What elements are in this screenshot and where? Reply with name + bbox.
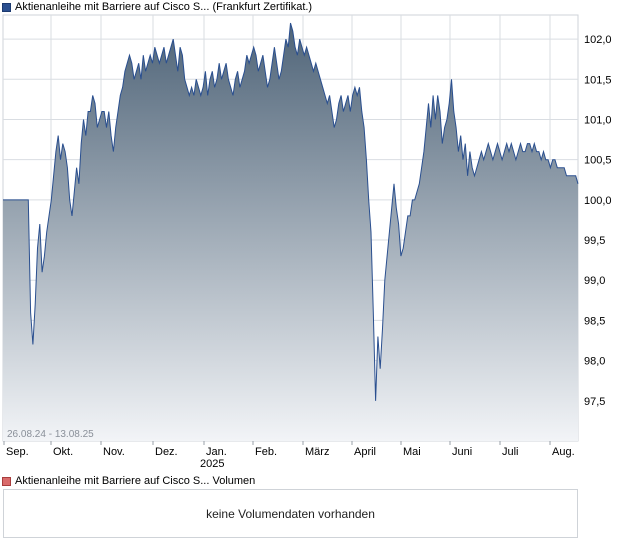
x-tick-label: Juli [502,446,519,458]
y-tick-label: 98,5 [584,315,605,327]
x-tick-label: Dez. [155,446,178,458]
y-tick-label: 98,0 [584,356,605,368]
x-tick-label: Jan. [206,446,227,458]
x-tick-label: März [305,446,329,458]
price-area-fill [3,23,578,441]
x-year-label: 2025 [200,458,224,470]
y-tick-label: 97,5 [584,396,605,408]
price-legend: Aktienanleihe mit Barriere auf Cisco S..… [2,0,312,14]
y-tick-label: 99,5 [584,235,605,247]
y-tick-label: 102,0 [584,34,612,46]
volume-legend-label: Aktienanleihe mit Barriere auf Cisco S..… [15,475,256,487]
x-tick-label: Mai [403,446,421,458]
y-tick-label: 99,0 [584,275,605,287]
y-tick-label: 100,5 [584,155,612,167]
x-tick-label: Okt. [53,446,73,458]
x-tick-label: Juni [452,446,472,458]
x-tick-label: Aug. [552,446,575,458]
date-range-label: 26.08.24 - 13.08.25 [7,429,94,440]
y-tick-label: 100,0 [584,195,612,207]
x-tick-label: Feb. [255,446,277,458]
no-volume-message: keine Volumendaten vorhanden [206,506,375,521]
price-series-line [3,22,579,401]
x-tick-label: Nov. [103,446,125,458]
price-legend-label: Aktienanleihe mit Barriere auf Cisco S..… [15,1,313,13]
y-tick-label: 101,5 [584,74,612,86]
x-tick-label: April [354,446,376,458]
volume-series-swatch [2,476,11,486]
x-tick-label: Sep. [6,446,29,458]
price-chart: 97,5 98,0 98,5 99,0 99,5 100,0 100,5 101,0 101,5… [2,14,612,470]
volume-legend: Aktienanleihe mit Barriere auf Cisco S..… [2,474,255,488]
volume-panel: keine Volumendaten vorhanden [3,489,578,538]
y-tick-label: 101,0 [584,114,612,126]
price-series-swatch [2,2,11,12]
